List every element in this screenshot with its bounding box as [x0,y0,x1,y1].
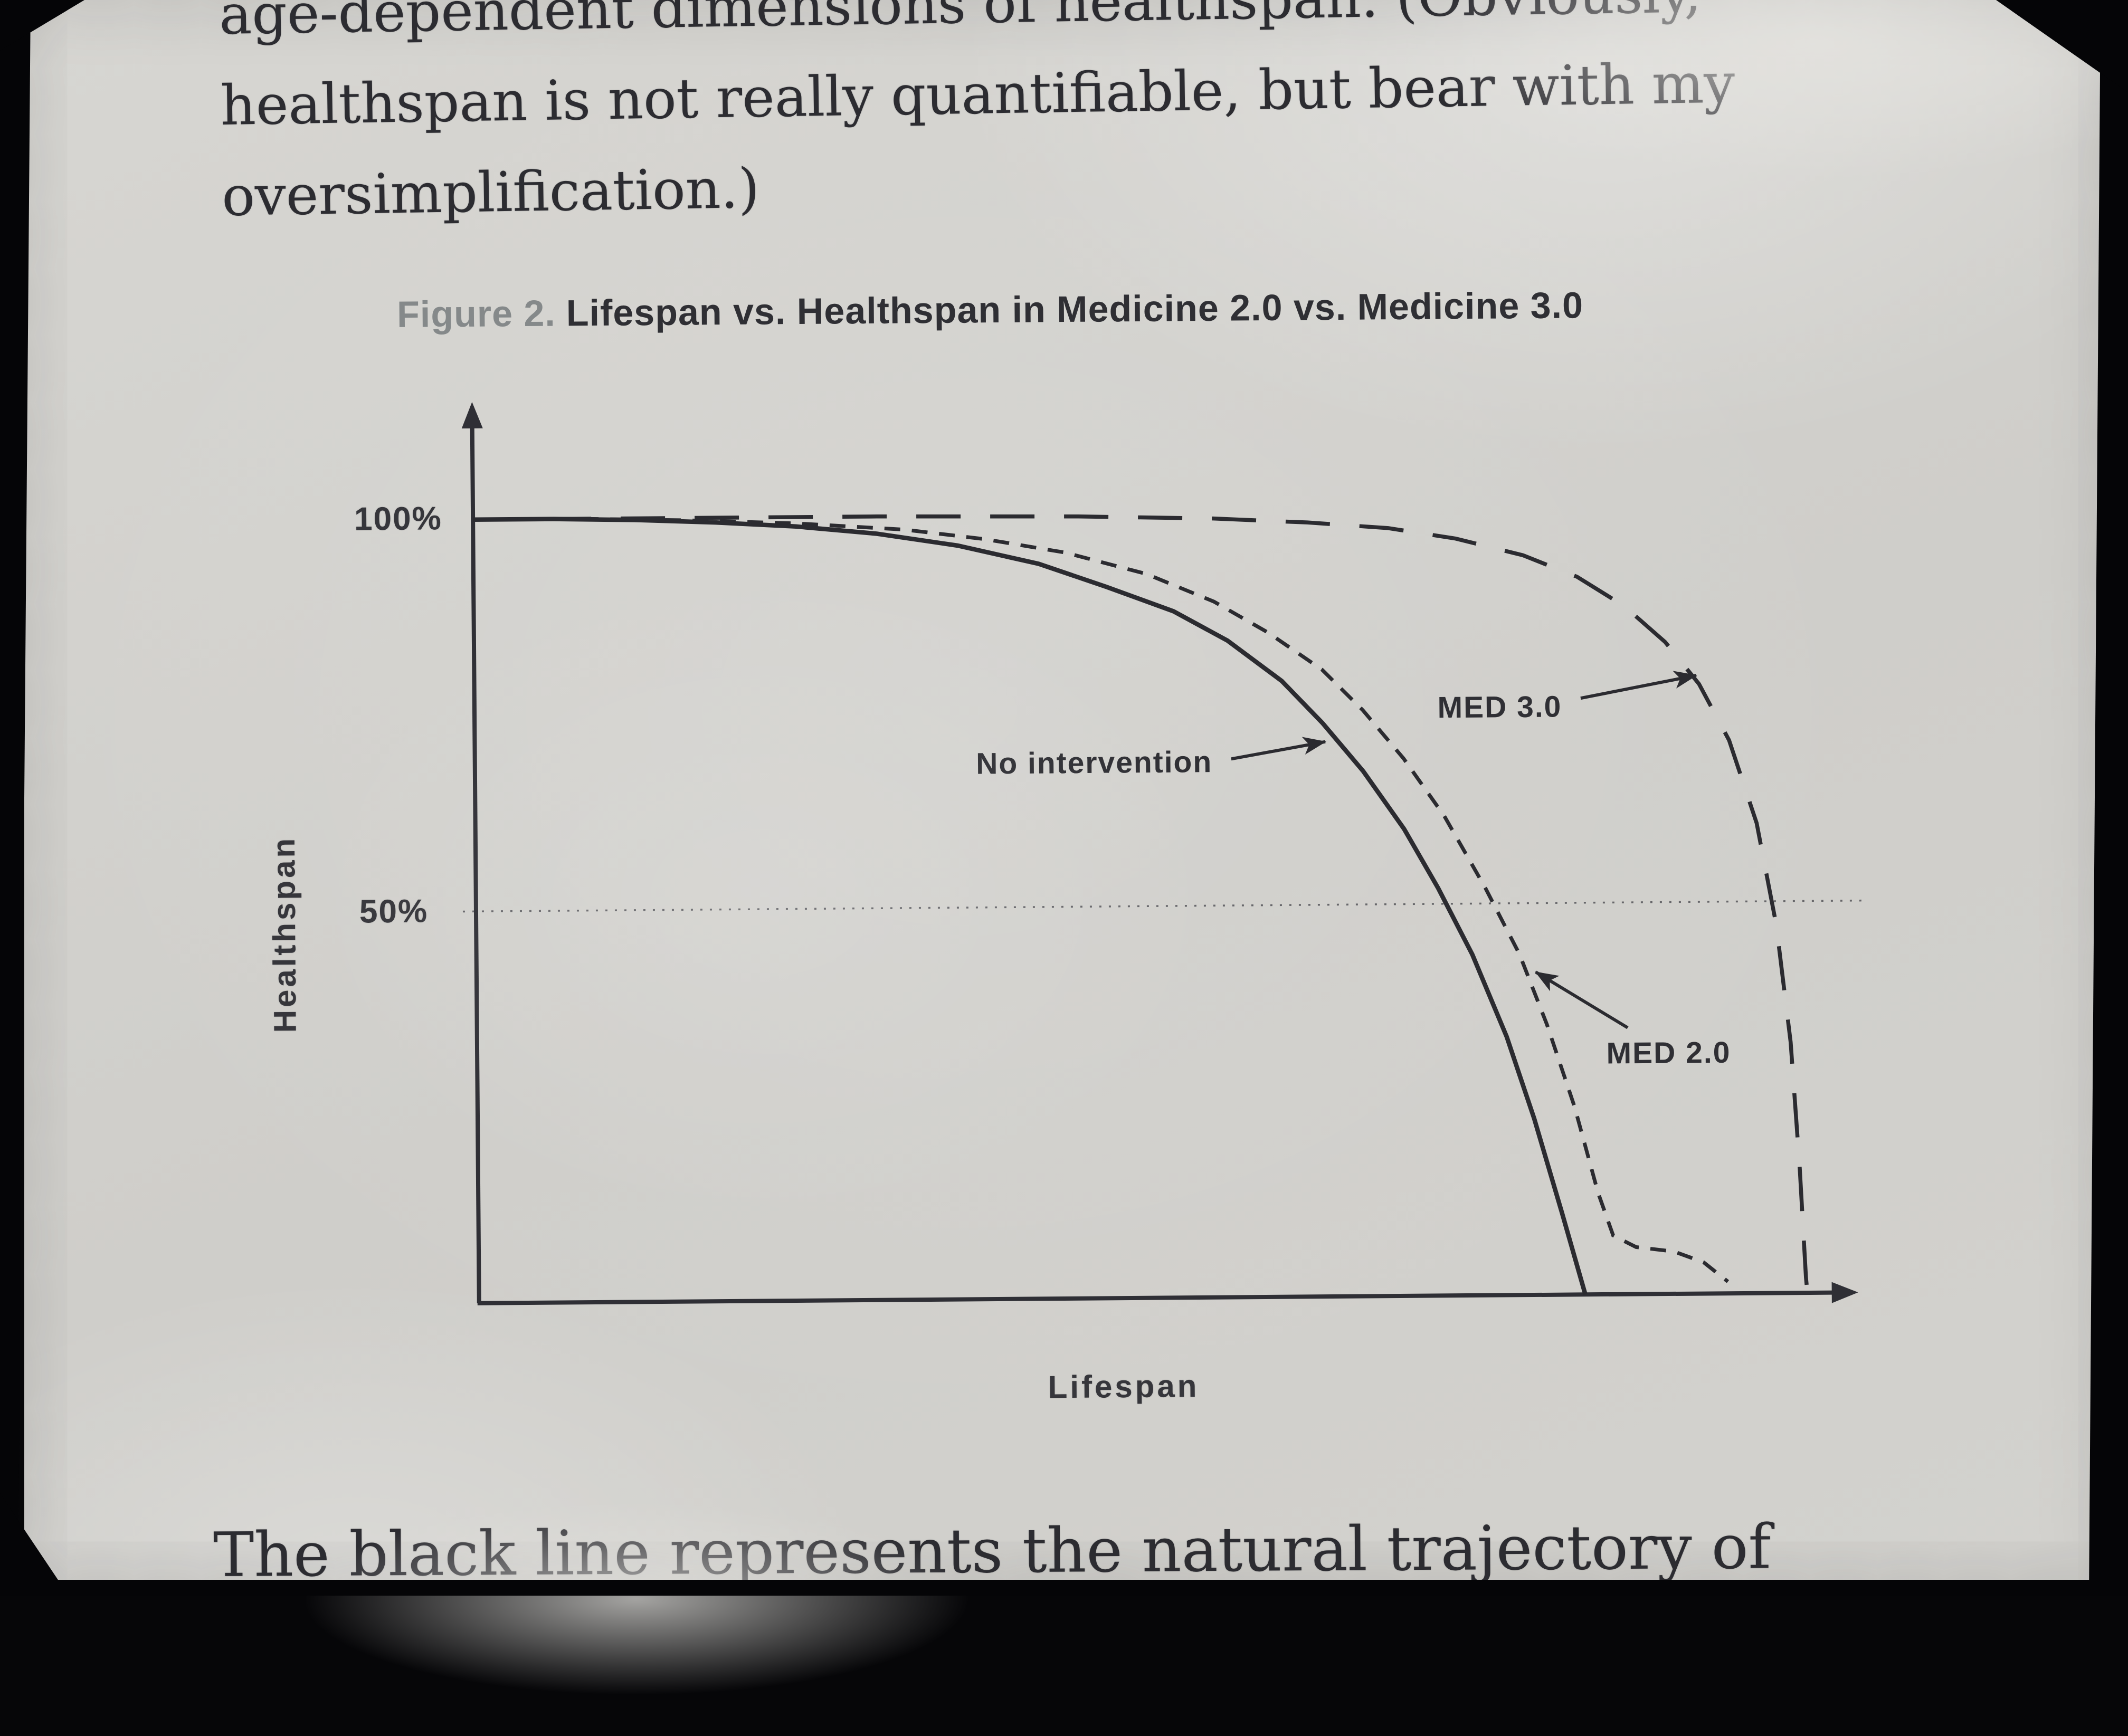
ereader-page: age-dependent dimensions of healthspan. … [24,0,2128,1736]
paragraph-bottom-line-1: The black line represents the natural tr… [213,1511,1771,1591]
photo-edge-bottom [0,1580,2128,1596]
x-axis-title: Lifespan [1048,1368,1200,1405]
figure-caption: Figure 2. Lifespan vs. Healthspan in Medi… [397,284,1583,336]
gridline-50-percent [462,899,1867,913]
x-axis-arrow-icon [1831,1282,1858,1303]
x-axis-line [477,1290,1841,1305]
series-line-med-3-0 [473,514,1810,1293]
y-axis-line [470,418,481,1303]
figure-caption-title: Lifespan vs. Healthspan in Medicine 2.0 … [566,284,1584,334]
figure-caption-prefix: Figure 2. [396,292,556,335]
annotation-label-med-3-0: MED 3.0 [1437,690,1562,724]
annotation-label-no-intervention: No intervention [976,745,1213,781]
series-line-no-intervention [473,517,1588,1295]
figure-block: Figure 2. Lifespan vs. Healthspan in Medi… [17,0,2106,1589]
lifespan-healthspan-chart: No intervention MED 3.0 MED 2.0 [438,385,1896,1341]
annotation-arrow-no-intervention [1231,737,1327,761]
annotation-label-med-2-0: MED 2.0 [1606,1036,1731,1071]
annotation-arrow-med-2-0 [1535,970,1629,1029]
annotation-arrow-med-3-0 [1580,671,1697,700]
y-axis-title: Healthspan [265,835,303,1033]
series-line-med-2-0 [473,517,1730,1283]
y-axis-arrow-icon [461,402,483,428]
chart-svg: No intervention MED 3.0 MED 2.0 [461,402,1867,1305]
